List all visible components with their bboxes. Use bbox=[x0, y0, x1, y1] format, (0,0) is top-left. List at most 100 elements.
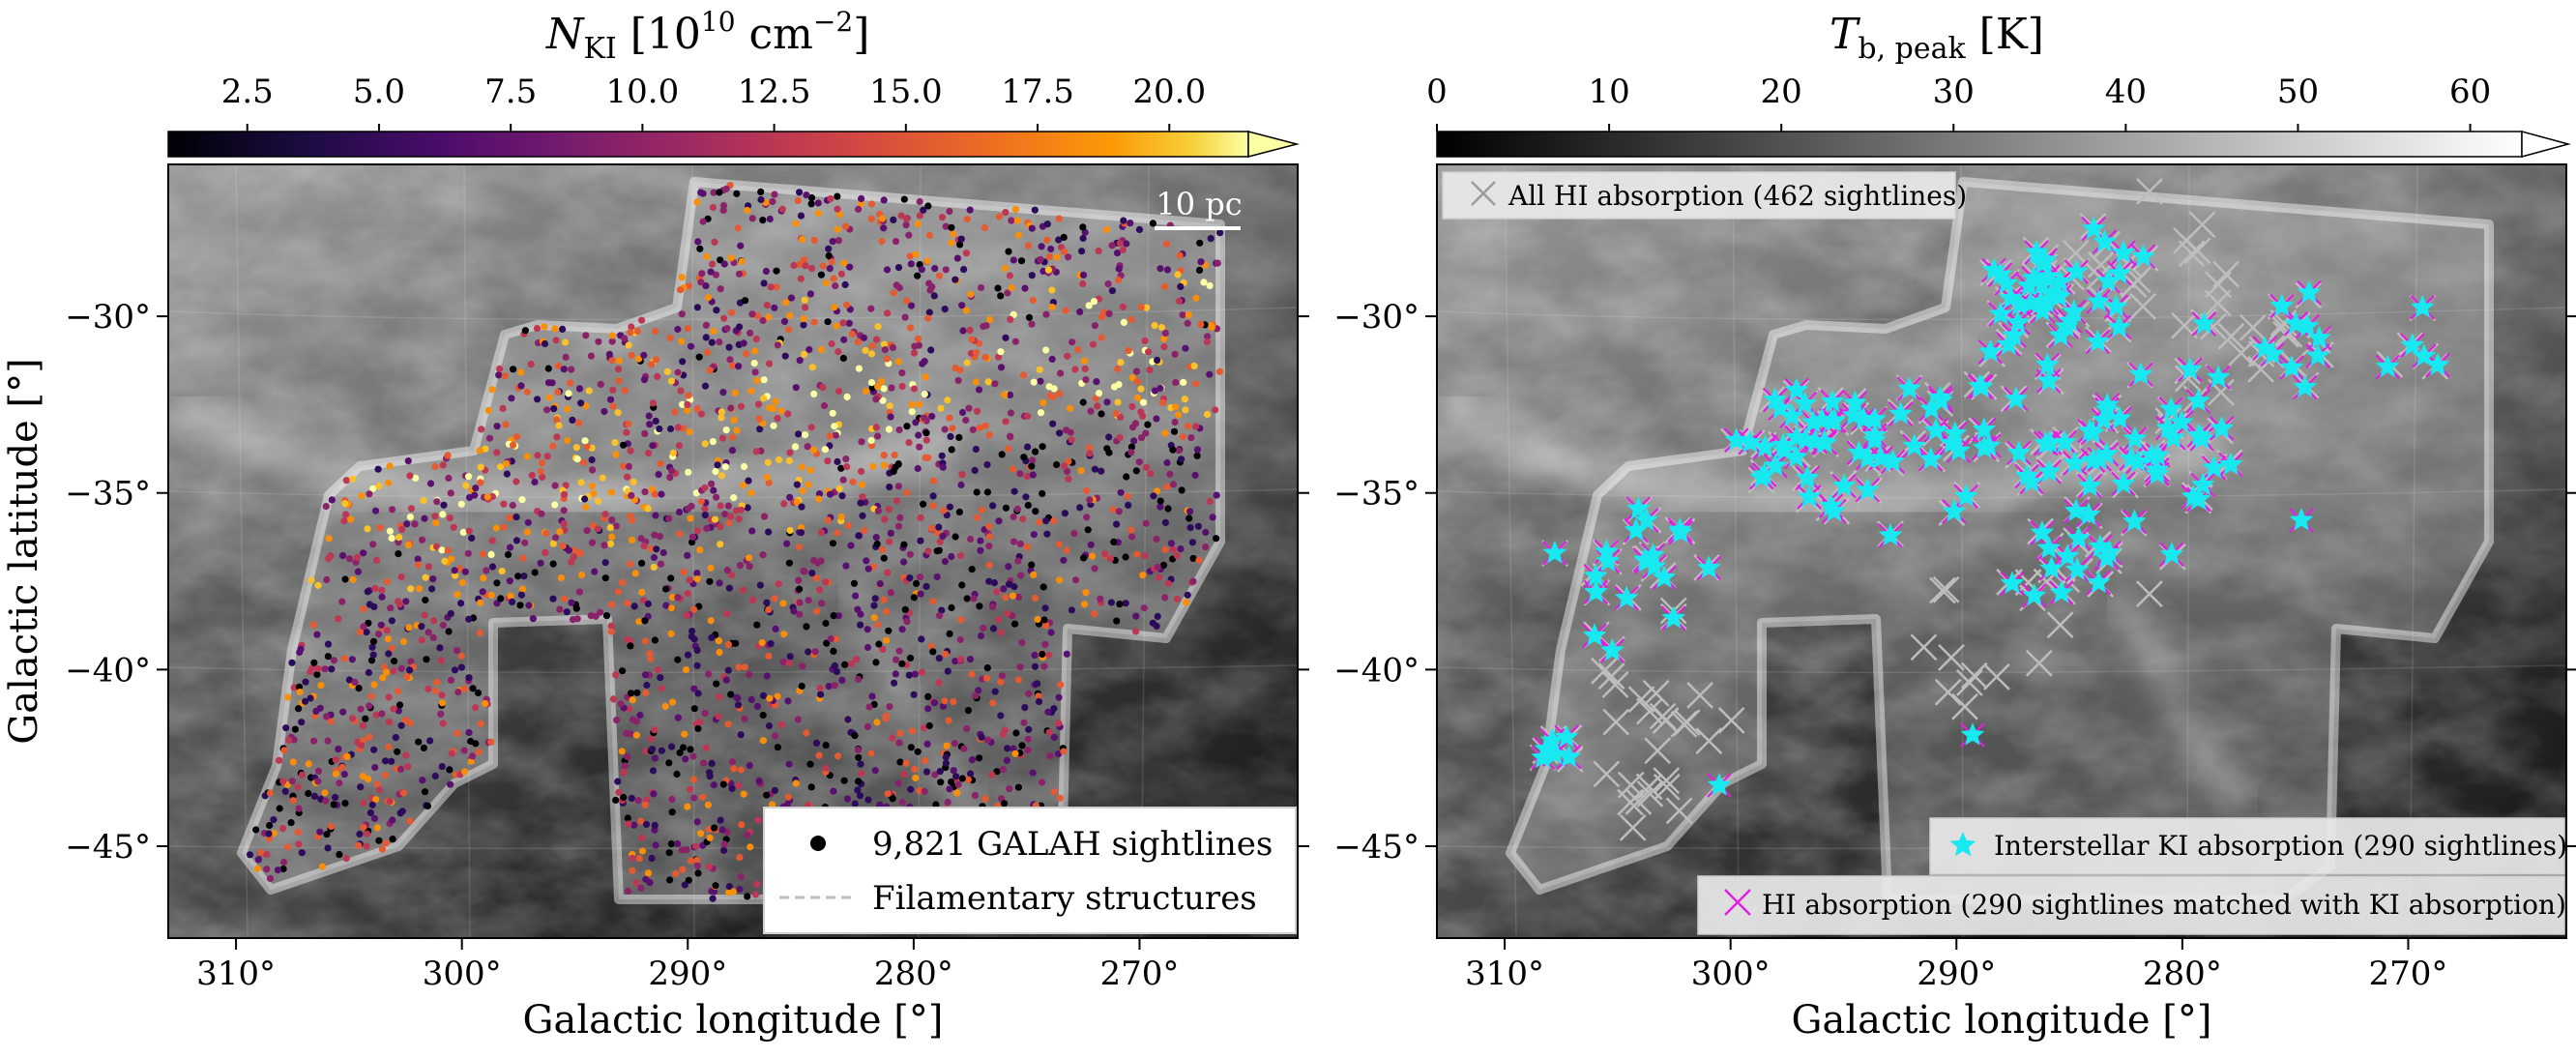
galah-point bbox=[308, 664, 316, 672]
galah-point bbox=[712, 271, 720, 279]
hi-absorption-point bbox=[2046, 611, 2074, 639]
galah-point bbox=[1169, 545, 1177, 553]
galah-point bbox=[736, 885, 744, 894]
galah-point bbox=[716, 692, 723, 701]
galah-point bbox=[862, 387, 870, 396]
galah-point bbox=[1192, 423, 1200, 430]
galah-point bbox=[946, 785, 953, 793]
galah-point bbox=[867, 442, 876, 450]
galah-point bbox=[840, 336, 848, 343]
galah-point bbox=[983, 488, 991, 496]
y-tick-label: −35° bbox=[65, 475, 151, 514]
galah-point bbox=[1206, 281, 1214, 289]
galah-point bbox=[997, 678, 1005, 686]
galah-point bbox=[797, 524, 805, 532]
galah-point bbox=[705, 294, 713, 302]
galah-point bbox=[935, 655, 943, 662]
galah-point bbox=[690, 794, 698, 802]
galah-point bbox=[989, 625, 998, 632]
galah-point bbox=[855, 675, 863, 684]
galah-point bbox=[914, 220, 922, 228]
galah-point bbox=[772, 625, 779, 633]
galah-point bbox=[513, 433, 521, 441]
galah-point bbox=[842, 562, 850, 570]
galah-point bbox=[555, 422, 563, 429]
galah-point bbox=[357, 705, 365, 713]
galah-point bbox=[1179, 433, 1186, 441]
galah-point bbox=[314, 581, 322, 589]
galah-point bbox=[1008, 284, 1015, 292]
galah-point bbox=[1108, 242, 1116, 250]
galah-point bbox=[506, 577, 513, 585]
galah-point bbox=[651, 726, 659, 734]
galah-point bbox=[500, 523, 508, 531]
galah-point bbox=[1086, 496, 1094, 504]
galah-point bbox=[922, 454, 929, 461]
galah-point bbox=[960, 745, 968, 752]
galah-point bbox=[465, 473, 473, 481]
galah-point bbox=[914, 464, 922, 473]
galah-point bbox=[825, 251, 833, 260]
ki-absorption-point bbox=[2178, 357, 2203, 380]
ki-absorption-point bbox=[1793, 426, 1818, 451]
galah-point bbox=[906, 654, 915, 662]
galah-point bbox=[851, 732, 859, 740]
galah-point bbox=[785, 456, 793, 465]
galah-point bbox=[985, 561, 993, 569]
galah-point bbox=[1182, 406, 1189, 414]
galah-point bbox=[1060, 748, 1068, 755]
ki-absorption-point bbox=[1819, 493, 1843, 516]
galah-point bbox=[765, 313, 773, 321]
galah-point bbox=[371, 507, 380, 514]
galah-point bbox=[1081, 601, 1089, 608]
galah-point bbox=[635, 355, 643, 363]
galah-point bbox=[946, 503, 954, 511]
galah-point bbox=[1095, 390, 1103, 397]
galah-point bbox=[440, 501, 448, 509]
galah-point bbox=[386, 798, 394, 806]
galah-point bbox=[663, 367, 672, 375]
galah-point bbox=[284, 843, 292, 851]
galah-point bbox=[588, 456, 596, 464]
galah-point bbox=[1005, 248, 1012, 255]
galah-point bbox=[1156, 573, 1163, 581]
galah-point bbox=[767, 283, 775, 291]
galah-point bbox=[1068, 606, 1075, 614]
colorbar-nki-tick-label: 2.5 bbox=[221, 73, 274, 111]
galah-point bbox=[314, 767, 323, 776]
galah-point bbox=[1032, 508, 1039, 515]
galah-point bbox=[374, 465, 382, 473]
legend-label-filaments: Filamentary structures bbox=[872, 879, 1257, 918]
ki-absorption-point bbox=[1542, 742, 1567, 765]
galah-point bbox=[641, 637, 650, 645]
galah-point bbox=[854, 786, 862, 794]
galah-point bbox=[378, 586, 386, 594]
galah-point bbox=[741, 663, 748, 671]
colorbar-tb-tick-label: 50 bbox=[2277, 73, 2319, 111]
galah-point bbox=[698, 270, 706, 278]
galah-point bbox=[1061, 462, 1068, 470]
galah-point bbox=[703, 252, 711, 261]
galah-point bbox=[769, 801, 776, 808]
galah-point bbox=[284, 693, 292, 701]
galah-point bbox=[715, 713, 722, 720]
galah-point bbox=[459, 528, 467, 537]
galah-point bbox=[1153, 487, 1161, 495]
galah-point bbox=[287, 819, 295, 827]
galah-point bbox=[689, 752, 697, 760]
galah-point bbox=[806, 466, 815, 474]
galah-point bbox=[523, 388, 531, 396]
galah-point bbox=[609, 695, 618, 703]
galah-point bbox=[708, 338, 716, 346]
galah-point bbox=[844, 716, 852, 723]
galah-point bbox=[355, 685, 363, 692]
galah-point bbox=[1105, 449, 1113, 456]
galah-point bbox=[342, 511, 350, 518]
galah-point bbox=[800, 567, 807, 575]
galah-point bbox=[556, 528, 564, 536]
galah-point bbox=[305, 760, 312, 768]
galah-point bbox=[864, 796, 872, 804]
ki-absorption-point bbox=[2111, 240, 2136, 263]
galah-point bbox=[1063, 650, 1070, 658]
galah-point bbox=[383, 627, 391, 634]
